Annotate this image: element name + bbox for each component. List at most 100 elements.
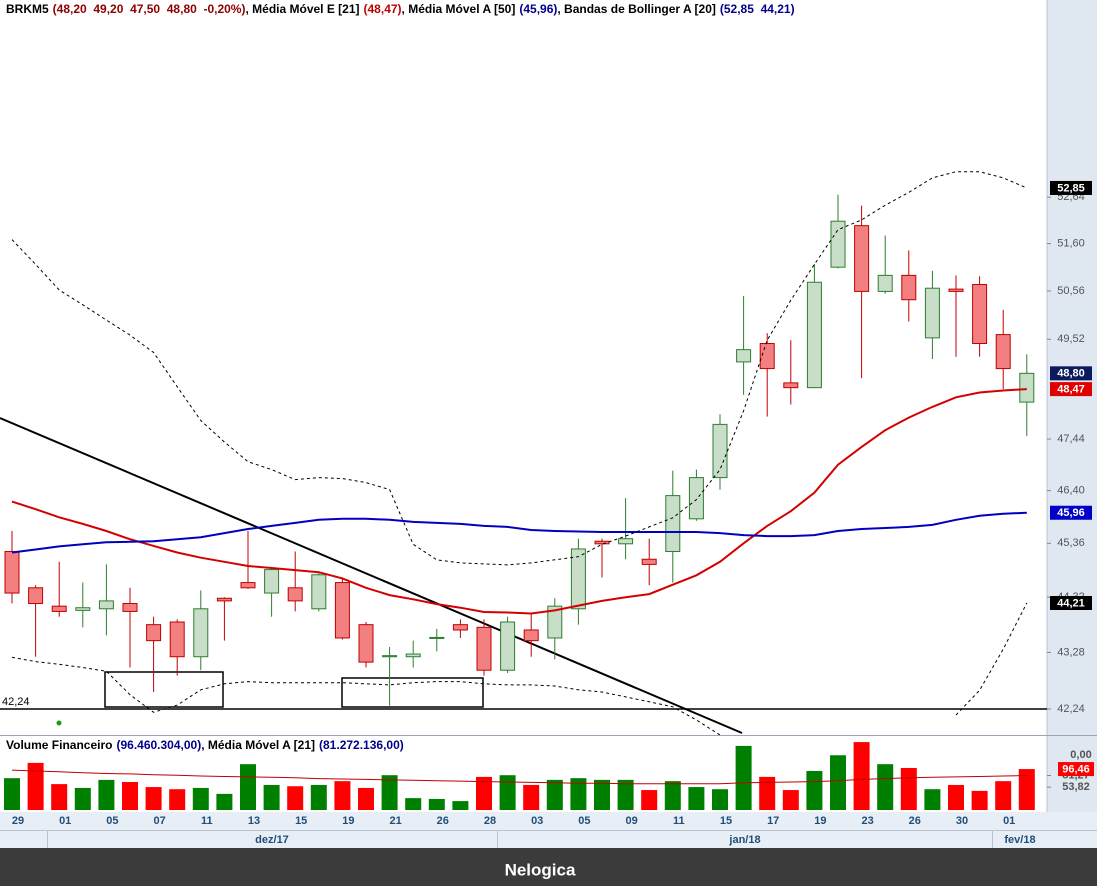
candle-body [948, 288, 964, 292]
x-tick-label: 11 [673, 815, 685, 827]
footer-logo: Nelogica [505, 860, 576, 879]
legend-entry: BRKM5 [6, 2, 49, 16]
legend-entry: (52,85 44,21) [720, 2, 795, 16]
price-tag [1050, 366, 1092, 381]
volume-bar [452, 801, 469, 810]
candle-body [688, 477, 704, 520]
indicator-line [11, 388, 1027, 615]
x-tick-label: 05 [578, 815, 590, 827]
x-tick-label: 30 [956, 815, 968, 827]
candle-body [382, 655, 398, 658]
volume-axis-label: 0,00 [1070, 749, 1091, 761]
legend-entry: Volume Financeiro [6, 738, 112, 752]
candle-body [264, 569, 280, 594]
candle-body [311, 574, 327, 610]
candle-body [51, 605, 67, 612]
y-tick-label: 53,82 [1062, 781, 1090, 793]
price-tag-label: 44,21 [1057, 597, 1085, 609]
candle-body [476, 626, 492, 671]
volume-bar [240, 764, 256, 810]
volume-bar [51, 784, 68, 810]
horizontal-line-label: 42,24 [2, 696, 30, 708]
footer [0, 848, 1097, 886]
candle-body [877, 274, 893, 292]
volume-bar [782, 790, 799, 810]
y-tick-label: 43,28 [1057, 646, 1085, 658]
indicator-line [11, 602, 1028, 735]
y-tick-label: 50,56 [1057, 285, 1085, 297]
volume-bar [594, 779, 610, 810]
x-tick-label: 09 [625, 815, 637, 827]
volume-bar [334, 781, 351, 810]
drawn-rectangle [104, 671, 224, 708]
candle-body [924, 287, 940, 339]
legend-entry: , Média Móvel A [21] [201, 738, 315, 752]
indicator-line [11, 171, 1027, 566]
x-tick-label: 05 [106, 815, 118, 827]
volume-bar [995, 781, 1012, 810]
candle-body [240, 582, 256, 589]
volume-bar [169, 789, 186, 810]
candle-body [146, 624, 162, 642]
x-tick-label: 01 [59, 815, 71, 827]
candle-body [98, 600, 114, 610]
volume-bar [74, 787, 91, 810]
legend-entry: , Média Móvel A [50] [402, 2, 516, 16]
candle-body [783, 382, 799, 389]
legend-entry: , Bandas de Bollinger A [20] [557, 2, 715, 16]
volume-bar [4, 778, 20, 810]
month-label: fev/18 [1004, 834, 1035, 846]
volume-bar [381, 775, 398, 810]
volume-bar [27, 762, 44, 810]
volume-bar [712, 789, 728, 810]
volume-bar [476, 776, 492, 810]
legend: Volume Financeiro (96.460.304,00), Média … [6, 738, 404, 752]
y-tick-label: 42,24 [1057, 703, 1085, 715]
candle-body [594, 540, 610, 545]
volume-bar [523, 784, 540, 810]
candle-body [193, 608, 209, 658]
volume-bar [877, 764, 894, 810]
volume-bar [546, 779, 563, 810]
candle-body [405, 653, 421, 658]
candle-body [901, 274, 917, 301]
candle-body [287, 587, 303, 602]
candle-body [122, 603, 138, 612]
volume-tag [1058, 762, 1094, 777]
volume-bar [688, 787, 705, 810]
volume-bar [405, 798, 422, 810]
y-tick-label: 49,52 [1057, 333, 1085, 345]
y-tick-label: 46,40 [1057, 484, 1085, 496]
volume-tag-label: 96,46 [1062, 763, 1090, 775]
trend-line [0, 417, 743, 734]
x-tick-label: 19 [342, 815, 354, 827]
candle-body [4, 551, 20, 594]
volume-bar [263, 784, 280, 810]
legend-entry: , Média Móvel E [21] [245, 2, 359, 16]
y-tick-label: 45,36 [1057, 537, 1085, 549]
legend-entry: (45,96) [519, 2, 557, 16]
candle-body [854, 225, 870, 292]
legend-entry: (48,47) [364, 2, 402, 16]
volume-bar [428, 798, 445, 810]
volume-bar [310, 784, 327, 810]
price-tag-label: 48,47 [1057, 384, 1085, 396]
volume-average [11, 769, 1027, 785]
overlay: 42,2443,2844,3245,3646,4047,4449,5250,56… [2, 2, 1094, 846]
price-tag-label: 45,96 [1057, 507, 1085, 519]
volume-bar [145, 787, 162, 810]
candle-body [500, 621, 516, 671]
x-tick-label: 26 [437, 815, 449, 827]
x-tick-label: 01 [1003, 815, 1015, 827]
volume-bar [735, 745, 752, 810]
candle-body [429, 636, 445, 639]
volume-bar [98, 779, 115, 810]
x-tick-label: 23 [861, 815, 873, 827]
x-tick-label: 29 [12, 815, 24, 827]
candle-body [570, 548, 586, 610]
legend: BRKM5 (48,20 49,20 47,50 48,80 -0,20%), M… [6, 2, 795, 16]
volume-bar [1018, 769, 1035, 810]
x-tick-label: 19 [814, 815, 826, 827]
